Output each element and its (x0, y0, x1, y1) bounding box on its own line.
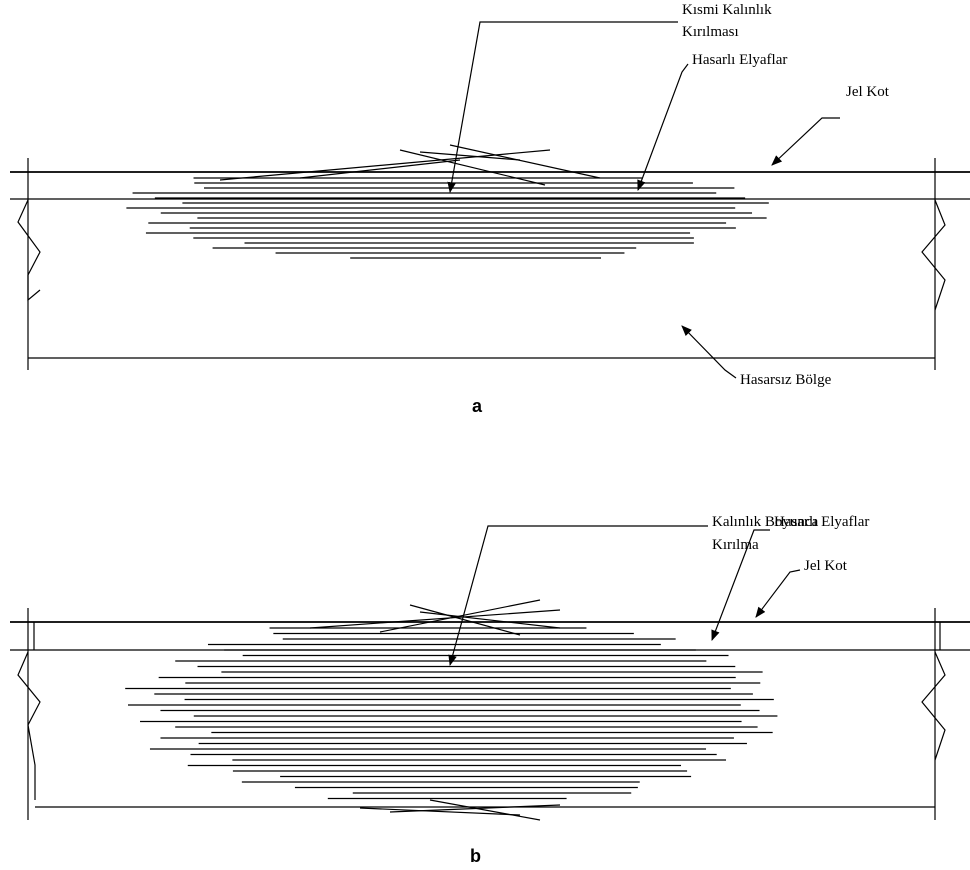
fiber (359, 807, 521, 816)
break-left (17, 199, 41, 302)
fiber (219, 149, 551, 181)
break-left (17, 651, 41, 800)
leader (637, 63, 689, 192)
crack-label: Kırılma (712, 537, 759, 553)
fiber (299, 159, 461, 179)
leader (447, 21, 678, 194)
fiber (309, 609, 561, 629)
break-right (921, 651, 946, 761)
crack-label: Kalınlık Boyunca (712, 514, 819, 530)
leader (771, 117, 840, 166)
fiber (449, 144, 601, 179)
panel-a: Kısmi Kalınlık Kırılması Hasarlı Elyafla… (10, 2, 970, 416)
panel-b: Kalınlık Boyunca Kırılma Hasarlı Elyafla… (10, 514, 970, 866)
break-right (921, 199, 946, 311)
undamaged-label: Hasarsız Bölge (740, 372, 832, 388)
leader (681, 325, 737, 379)
gelcoat-label: Jel Kot (846, 84, 890, 100)
fibers-label: Hasarlı Elyaflar (774, 514, 869, 530)
leader (755, 569, 801, 618)
fiber (419, 151, 521, 161)
crack-label: Kısmi Kalınlık (682, 2, 772, 18)
fibers-label: Hasarlı Elyaflar (692, 52, 787, 68)
fiber (429, 799, 541, 821)
panel-label: a (472, 396, 483, 416)
panel-label: b (470, 846, 481, 866)
fiber (419, 611, 561, 629)
fiber (409, 604, 521, 636)
fiber (399, 149, 546, 186)
leader (711, 529, 770, 642)
crack-label: Kırılması (682, 24, 739, 40)
leader (448, 525, 708, 667)
gelcoat-label: Jel Kot (804, 558, 848, 574)
